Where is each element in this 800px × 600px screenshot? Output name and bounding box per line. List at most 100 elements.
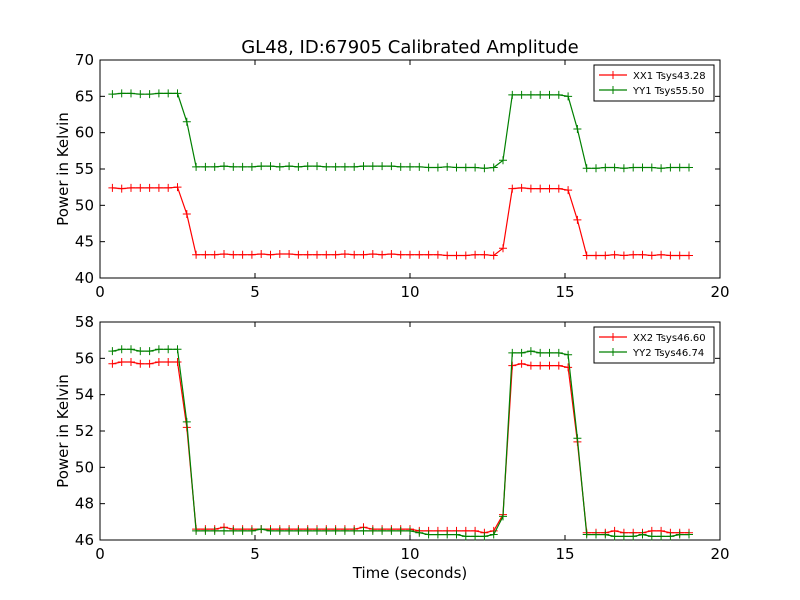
bottom-y-tick-label: 56 — [75, 349, 94, 367]
bottom-y-axis-label: Power in Kelvin — [54, 374, 72, 488]
bottom-data-point — [108, 347, 117, 356]
top-data-point — [238, 162, 247, 171]
top-x-tick-label: 15 — [555, 283, 574, 301]
top-data-point — [638, 250, 647, 259]
top-data-point — [666, 251, 675, 260]
top-data-point — [164, 89, 173, 98]
top-data-point — [210, 250, 219, 259]
top-data-point — [127, 183, 135, 192]
top-data-point — [564, 92, 573, 101]
top-series-group — [108, 89, 693, 260]
top-data-point — [526, 184, 535, 193]
bottom-data-point — [601, 530, 610, 539]
top-data-point — [117, 89, 126, 98]
bottom-data-point — [638, 530, 647, 539]
bottom-data-point — [480, 532, 489, 541]
top-data-point — [424, 163, 433, 172]
top-data-point — [433, 163, 442, 172]
bottom-data-point — [582, 530, 591, 539]
top-data-point — [619, 164, 628, 173]
top-data-point — [331, 162, 340, 171]
top-data-point — [145, 90, 154, 99]
bottom-x-tick-label: 20 — [710, 545, 729, 563]
top-data-point — [433, 250, 442, 259]
bottom-data-point — [322, 526, 331, 535]
bottom-data-point — [387, 526, 396, 535]
top-data-point — [220, 162, 228, 171]
top-data-point — [192, 162, 201, 171]
top-data-point — [657, 250, 666, 259]
top-data-point — [424, 250, 433, 259]
top-data-point — [573, 215, 582, 224]
top-data-point — [489, 251, 498, 260]
bottom-data-point — [592, 530, 600, 539]
bottom-data-point — [340, 526, 349, 535]
bottom-data-point — [127, 345, 135, 354]
top-data-point — [517, 90, 526, 99]
top-data-point — [610, 163, 619, 172]
top-data-point — [536, 90, 545, 99]
top-data-point — [657, 164, 666, 173]
bottom-data-point — [610, 532, 619, 541]
bottom-data-point — [452, 530, 461, 539]
bottom-data-point — [489, 530, 498, 539]
top-data-point — [266, 162, 275, 171]
bottom-data-point — [536, 348, 545, 357]
top-y-tick-label: 40 — [75, 269, 94, 287]
top-y-tick-label: 55 — [75, 160, 94, 178]
top-data-point — [192, 250, 201, 259]
top-data-point — [285, 162, 294, 171]
top-data-point — [471, 163, 480, 172]
bottom-y-tick-label: 58 — [75, 313, 94, 331]
top-data-point — [229, 250, 238, 259]
bottom-data-point — [368, 526, 377, 535]
top-legend-label-2: YY1 Tsys55.50 — [632, 86, 704, 97]
bottom-legend-label-1: XX2 Tsys46.60 — [633, 333, 706, 344]
bottom-x-tick-label: 15 — [555, 545, 574, 563]
top-data-point — [415, 250, 424, 259]
top-x-ticks: 0 5 10 15 20 — [95, 60, 730, 301]
bottom-data-point — [350, 526, 359, 535]
top-data-point — [182, 210, 191, 219]
top-data-point — [610, 250, 619, 259]
top-data-point — [387, 250, 396, 259]
top-data-point — [573, 125, 582, 134]
top-data-point — [154, 89, 163, 98]
bottom-x-tick-label: 0 — [95, 545, 105, 563]
top-data-point — [322, 250, 331, 259]
bottom-data-point — [164, 345, 173, 354]
bottom-data-point — [145, 347, 154, 356]
bottom-data-point — [545, 348, 554, 357]
top-data-point — [592, 251, 600, 260]
top-data-point — [275, 162, 284, 171]
top-data-point — [182, 117, 191, 126]
top-data-point — [480, 250, 489, 259]
bottom-data-point — [136, 359, 145, 368]
top-y-tick-label: 60 — [75, 124, 94, 142]
bottom-data-point — [554, 348, 563, 357]
top-data-point — [406, 250, 414, 259]
top-data-point — [638, 163, 647, 172]
top-y-axis-label: Power in Kelvin — [54, 112, 72, 226]
top-x-tick-label: 5 — [250, 283, 260, 301]
top-data-point — [471, 250, 480, 259]
bottom-data-point — [471, 532, 480, 541]
top-legend-box — [593, 64, 715, 102]
top-data-point — [647, 251, 656, 260]
bottom-data-point — [675, 530, 684, 539]
chart-title: GL48, ID:67905 Calibrated Amplitude — [241, 37, 579, 58]
top-data-point — [173, 183, 182, 192]
bottom-data-point — [573, 434, 582, 443]
top-data-point — [452, 251, 461, 260]
top-y-tick-label: 45 — [75, 233, 94, 251]
bottom-data-point — [406, 526, 414, 535]
top-y-tick-label: 65 — [75, 87, 94, 105]
top-data-point — [452, 163, 461, 172]
top-y-tick-label: 50 — [75, 196, 94, 214]
top-data-point — [461, 251, 470, 260]
top-data-point — [629, 163, 638, 172]
top-data-point — [136, 183, 145, 192]
bottom-legend-marker-2 — [609, 348, 617, 356]
bottom-data-point — [154, 345, 163, 354]
